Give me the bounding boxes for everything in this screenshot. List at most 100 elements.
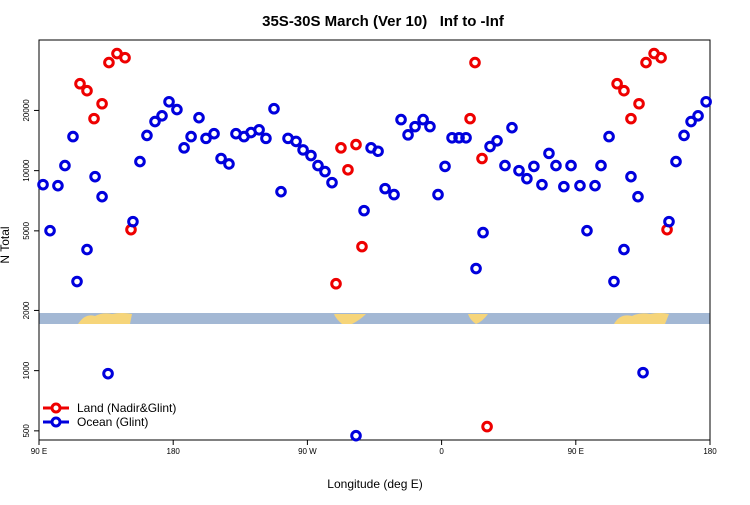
chart-title: 35S-30S March (Ver 10) Inf to -Inf <box>262 13 505 30</box>
point <box>71 275 83 288</box>
point <box>432 188 444 201</box>
plot-frame <box>38 39 711 441</box>
y-tick-label: 10000 <box>22 159 31 182</box>
point <box>350 138 362 151</box>
point <box>506 121 518 134</box>
point <box>342 163 354 176</box>
point <box>312 159 324 172</box>
point <box>88 112 100 125</box>
y-tick-label: 1000 <box>22 361 31 379</box>
x-tick-label: 180 <box>703 447 717 456</box>
point <box>439 160 451 173</box>
point <box>595 159 607 172</box>
point <box>178 142 190 154</box>
point <box>692 110 704 122</box>
point <box>163 95 175 108</box>
point <box>700 95 712 108</box>
point <box>558 180 570 193</box>
point <box>663 215 675 228</box>
point <box>275 185 287 198</box>
point <box>611 77 623 90</box>
point <box>193 111 205 124</box>
legend-marker <box>50 416 62 428</box>
land-shape <box>614 313 669 324</box>
point <box>608 275 620 288</box>
point <box>356 240 368 253</box>
point <box>453 131 465 144</box>
point <box>670 155 682 168</box>
point <box>171 103 183 116</box>
point <box>469 56 481 69</box>
legend-marker <box>50 402 62 414</box>
point <box>379 182 391 195</box>
point <box>96 97 108 110</box>
point <box>52 179 64 192</box>
point <box>409 120 421 133</box>
point <box>464 112 476 125</box>
point <box>491 134 503 147</box>
point <box>550 159 562 172</box>
point <box>215 152 227 165</box>
point <box>156 110 168 122</box>
point <box>640 56 652 69</box>
point <box>625 112 637 125</box>
point <box>81 84 93 97</box>
y-tick-label: 2000 <box>22 301 31 319</box>
point <box>499 159 511 172</box>
legend-label: Ocean (Glint) <box>77 415 148 429</box>
point <box>460 131 472 144</box>
land-shape <box>468 314 488 324</box>
point <box>59 159 71 172</box>
point <box>134 155 146 168</box>
point <box>678 129 690 142</box>
point <box>424 120 436 133</box>
point <box>208 127 220 140</box>
point <box>484 140 496 153</box>
point <box>149 115 161 128</box>
point <box>655 51 667 64</box>
point <box>185 130 197 143</box>
point <box>581 224 593 237</box>
point <box>625 170 637 183</box>
point <box>446 131 458 144</box>
point <box>290 135 302 148</box>
point <box>632 190 644 203</box>
point <box>417 113 429 126</box>
point <box>253 124 265 136</box>
point <box>102 367 114 380</box>
point <box>37 178 49 191</box>
x-tick-label: 180 <box>167 447 181 456</box>
point <box>44 224 56 237</box>
point <box>637 366 649 379</box>
point <box>260 132 272 145</box>
point <box>127 215 139 228</box>
point <box>521 172 533 185</box>
point <box>81 243 93 256</box>
x-tick-label: 90 E <box>568 447 584 456</box>
x-axis-label: Longitude (deg E) <box>327 477 422 491</box>
point <box>685 115 697 128</box>
point <box>402 129 414 141</box>
legend-label: Land (Nadir&Glint) <box>77 401 176 415</box>
point <box>358 204 370 217</box>
map-band <box>39 313 710 324</box>
point <box>330 277 342 290</box>
y-tick-label: 500 <box>22 424 31 438</box>
y-axis-label: N Total <box>0 226 12 263</box>
point <box>618 84 630 97</box>
point <box>477 226 489 239</box>
point <box>574 179 586 192</box>
point <box>513 164 525 177</box>
point <box>223 158 235 170</box>
point <box>67 130 79 143</box>
land-shape <box>78 313 132 324</box>
point <box>350 429 362 442</box>
point <box>319 165 331 178</box>
point <box>395 113 407 126</box>
point <box>476 152 488 165</box>
point <box>481 420 493 433</box>
point <box>103 56 115 69</box>
point <box>565 159 577 172</box>
point <box>297 144 309 156</box>
